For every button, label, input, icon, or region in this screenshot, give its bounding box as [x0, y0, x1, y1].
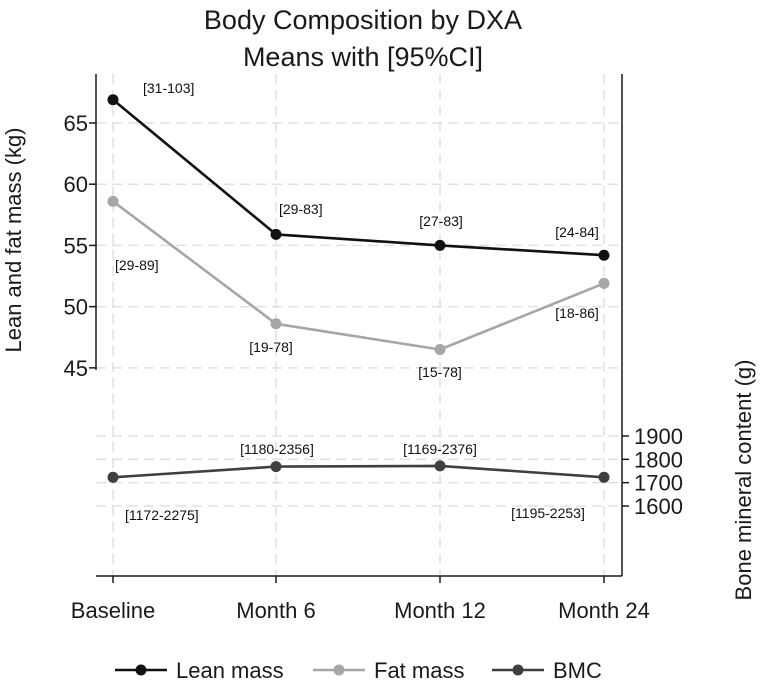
y-right-tick-label: 1700 — [634, 471, 683, 496]
data-point — [270, 228, 282, 240]
legend: Lean mass Fat mass BMC — [115, 658, 602, 683]
x-tick-label: Baseline — [71, 598, 155, 623]
ci-label: [27-83] — [419, 213, 463, 229]
ci-label: [31-103] — [143, 80, 194, 96]
ci-label: [1169-2376] — [403, 441, 477, 457]
ci-label: [19-78] — [249, 339, 293, 355]
ci-label: [15-78] — [418, 364, 462, 380]
y-right-tick-label: 1800 — [634, 447, 683, 472]
data-point — [598, 249, 610, 261]
data-point — [598, 471, 610, 483]
data-point — [434, 239, 446, 251]
y-left-tick-label: 50 — [64, 295, 88, 320]
ci-labels: [31-103] [29-83] [27-83] [24-84] [29-89] [19-… — [115, 80, 599, 523]
legend-label: Lean mass — [176, 658, 284, 683]
data-point — [107, 471, 119, 483]
legend-swatch-marker — [512, 664, 524, 676]
legend-label: Fat mass — [374, 658, 464, 683]
y-left-tick-label: 65 — [64, 111, 88, 136]
ci-label: [1172-2275] — [125, 507, 199, 523]
series — [107, 94, 610, 483]
ci-label: [1180-2356] — [240, 441, 314, 457]
data-point — [270, 461, 282, 473]
ci-label: [1195-2253] — [511, 505, 585, 521]
data-point — [434, 343, 446, 355]
y-left-tick-label: 60 — [64, 172, 88, 197]
y-left-tick-label: 55 — [64, 233, 88, 258]
ci-label: [18-86] — [555, 305, 599, 321]
data-point — [434, 460, 446, 472]
chart-title: Body Composition by DXA — [204, 5, 522, 35]
ci-label: [29-83] — [279, 201, 323, 217]
ci-label: [24-84] — [555, 224, 599, 240]
ci-label: [29-89] — [115, 257, 159, 273]
series-line-1 — [112, 200, 605, 351]
y-right-tick-label: 1900 — [634, 424, 683, 449]
legend-swatch-marker — [135, 664, 147, 676]
x-tick-label: Month 6 — [236, 598, 316, 623]
legend-label: BMC — [553, 658, 602, 683]
chart-subtitle: Means with [95%CI] — [243, 42, 483, 72]
data-point — [270, 318, 282, 330]
y-right-tick-label: 1600 — [634, 494, 683, 519]
y-left-axis-title: Lean and fat mass (kg) — [1, 127, 26, 352]
y-right-axis-title: Bone mineral content (g) — [731, 360, 756, 601]
data-point — [107, 195, 119, 207]
y-left-tick-label: 45 — [64, 356, 88, 381]
legend-swatch-marker — [333, 664, 345, 676]
x-tick-label: Month 24 — [558, 598, 650, 623]
data-point — [107, 94, 119, 106]
data-point — [598, 277, 610, 289]
series-line-0 — [112, 98, 605, 257]
series-line-2 — [112, 464, 605, 479]
gridlines — [96, 74, 622, 576]
x-tick-label: Month 12 — [394, 598, 486, 623]
